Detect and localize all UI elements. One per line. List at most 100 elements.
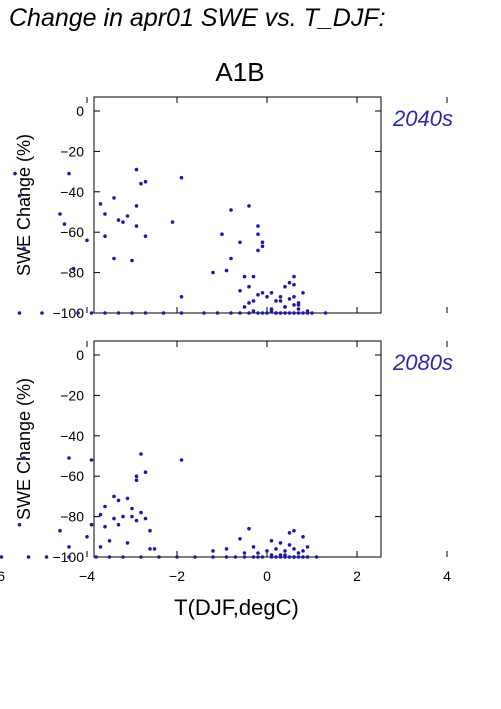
- data-point: [305, 311, 310, 315]
- data-point: [256, 248, 260, 253]
- data-point: [220, 232, 224, 236]
- data-point: [152, 547, 157, 551]
- y-tick-label: −40: [60, 184, 84, 200]
- data-point: [179, 458, 184, 462]
- data-point: [233, 555, 238, 559]
- data-point: [283, 555, 287, 559]
- data-point: [251, 545, 256, 549]
- data-point: [179, 295, 184, 299]
- y-tick-label: −40: [60, 428, 84, 444]
- data-point: [310, 311, 314, 315]
- data-point: [256, 293, 260, 297]
- data-point: [44, 555, 49, 559]
- data-point: [22, 246, 26, 251]
- data-point: [98, 202, 103, 206]
- data-point: [229, 208, 233, 212]
- data-point: [175, 555, 179, 559]
- data-point: [89, 458, 94, 462]
- data-point: [67, 456, 71, 460]
- data-point: [278, 299, 283, 303]
- x-tick-label: −6: [0, 568, 5, 584]
- data-point: [211, 555, 215, 559]
- data-point: [121, 514, 125, 519]
- data-point: [116, 522, 121, 527]
- data-point: [238, 537, 242, 541]
- data-point: [242, 555, 247, 559]
- data-point: [85, 238, 89, 243]
- data-point: [125, 541, 130, 545]
- data-point: [58, 212, 62, 216]
- data-point: [94, 555, 98, 559]
- data-point: [292, 311, 296, 315]
- y-axis-label: SWE Change (%): [14, 134, 34, 276]
- x-tick-label: 2: [353, 568, 361, 584]
- data-point: [287, 297, 292, 301]
- data-point: [157, 555, 161, 559]
- data-point: [305, 555, 310, 559]
- data-point: [134, 167, 139, 172]
- page-title: Change in apr01 SWE vs. T_DJF:: [9, 4, 386, 32]
- data-point: [107, 539, 112, 543]
- data-point: [238, 240, 242, 245]
- data-point: [292, 274, 296, 279]
- data-point: [247, 526, 251, 531]
- data-point: [13, 171, 17, 176]
- data-point: [224, 555, 229, 559]
- y-tick-label: −100: [52, 305, 84, 321]
- x-tick-label: 4: [443, 568, 451, 584]
- data-point: [211, 270, 215, 275]
- data-point: [139, 555, 143, 559]
- data-point: [301, 291, 305, 295]
- data-point: [229, 311, 233, 315]
- data-point: [260, 244, 265, 249]
- data-point: [215, 311, 220, 315]
- data-point: [296, 307, 301, 311]
- data-point: [143, 516, 148, 521]
- data-point: [269, 539, 274, 543]
- data-point: [139, 181, 143, 186]
- data-point: [67, 555, 71, 559]
- data-point: [292, 528, 296, 533]
- data-point: [256, 224, 260, 228]
- data-point: [260, 311, 265, 315]
- data-point: [71, 266, 76, 271]
- data-point: [238, 311, 242, 315]
- data-point: [22, 456, 26, 460]
- data-point: [125, 496, 130, 501]
- data-point: [278, 295, 283, 299]
- data-point: [112, 494, 116, 499]
- data-point: [323, 311, 328, 315]
- data-point: [103, 212, 107, 216]
- y-tick-label: 0: [76, 103, 84, 119]
- data-point: [251, 309, 256, 313]
- data-point: [103, 504, 107, 509]
- data-point: [179, 175, 184, 180]
- data-point: [287, 555, 292, 559]
- data-point: [103, 311, 107, 315]
- data-point: [292, 303, 296, 307]
- data-point: [278, 555, 283, 559]
- data-point: [287, 311, 292, 315]
- data-point: [143, 311, 148, 315]
- data-point: [260, 240, 265, 245]
- data-point: [134, 204, 139, 208]
- data-point: [40, 311, 44, 315]
- data-point: [247, 301, 251, 305]
- data-point: [274, 555, 278, 559]
- data-point: [287, 543, 292, 547]
- x-tick-label: −4: [79, 568, 95, 584]
- data-point: [256, 555, 260, 559]
- data-point: [292, 547, 296, 551]
- data-point: [283, 284, 287, 289]
- data-point: [112, 516, 116, 521]
- scatter-panel-2040s: 0 −20 −40 −60 −80 −100 SWE Change (%) 2040s: [13, 96, 453, 321]
- data-point: [296, 551, 301, 555]
- plot-frame: [93, 96, 382, 314]
- data-point: [260, 555, 265, 559]
- data-point: [62, 222, 67, 226]
- data-point: [89, 522, 94, 527]
- data-point: [112, 196, 116, 200]
- data-point: [121, 220, 125, 224]
